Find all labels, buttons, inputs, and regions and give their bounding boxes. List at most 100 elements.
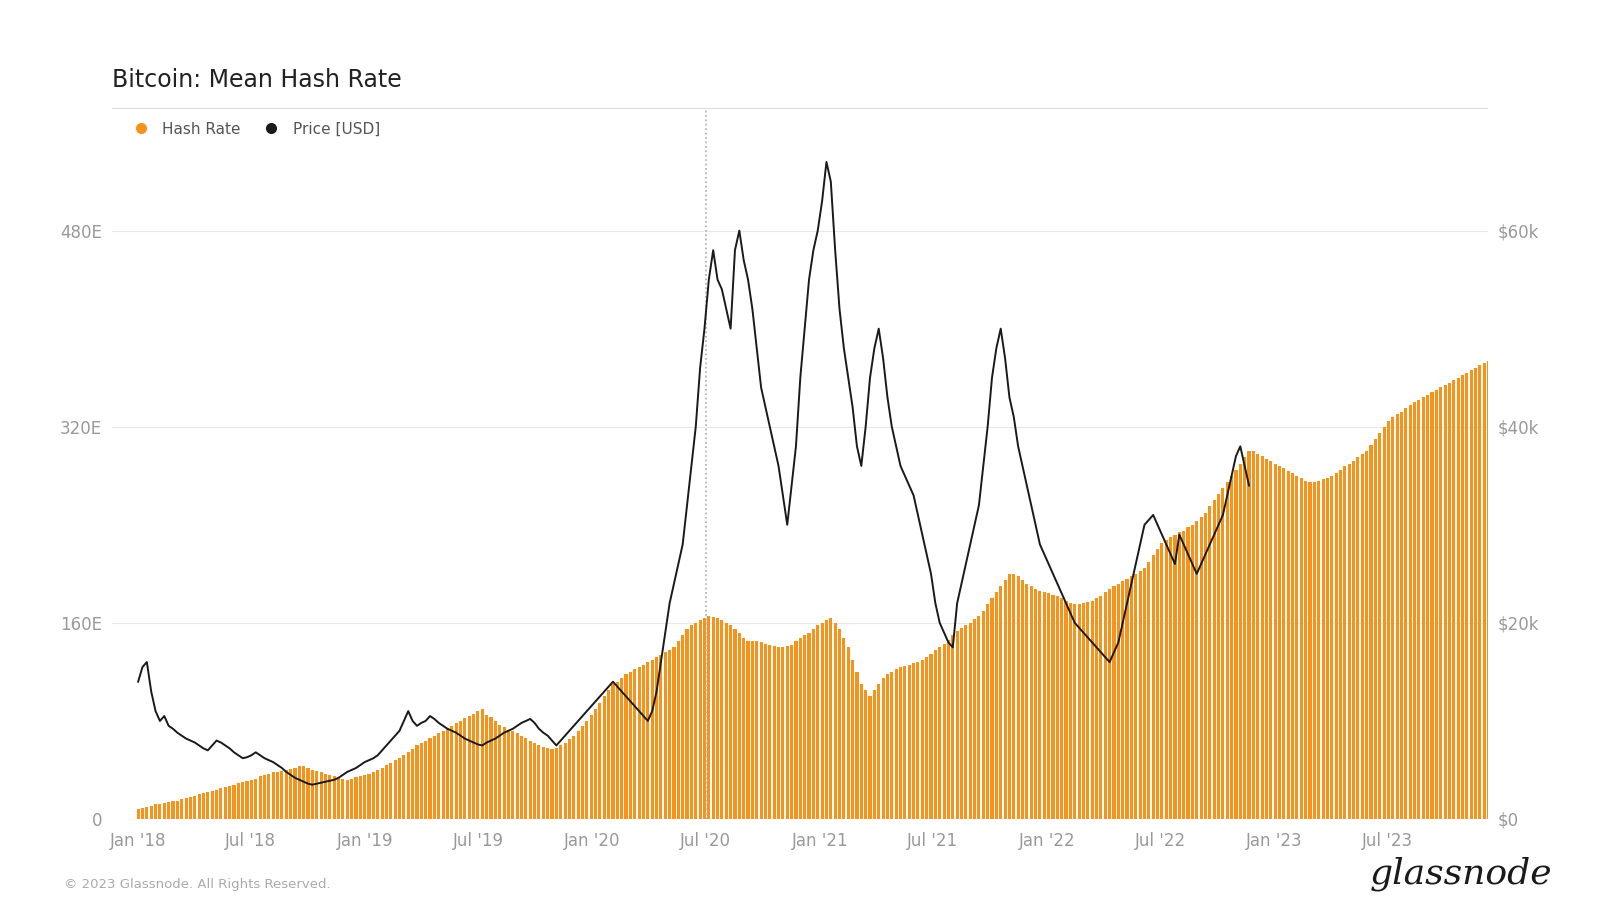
Bar [328,775,331,819]
Bar [781,647,784,819]
Bar [968,623,971,819]
Bar [624,674,627,819]
Bar [550,749,554,819]
Bar [590,715,592,819]
Bar [851,660,854,819]
Bar [965,626,968,819]
Bar [1282,468,1285,819]
Bar [298,766,301,819]
Bar [490,717,493,819]
Bar [1021,580,1024,819]
Bar [211,791,214,819]
Bar [171,801,174,819]
Bar [677,641,680,819]
Bar [507,730,510,819]
Bar [1466,373,1469,819]
Bar [1418,400,1421,819]
Bar [398,758,402,819]
Bar [232,785,235,819]
Bar [747,641,749,819]
Bar [411,749,414,819]
Bar [886,674,890,819]
Bar [1378,433,1381,819]
Bar [1456,378,1459,819]
Bar [1064,601,1067,819]
Bar [763,644,766,819]
Bar [150,806,152,819]
Bar [355,778,357,819]
Bar [315,771,318,819]
Bar [338,778,341,819]
Bar [1443,385,1446,819]
Bar [760,643,763,819]
Bar [790,645,794,819]
Bar [917,662,920,819]
Bar [1030,586,1032,819]
Bar [1274,464,1277,819]
Bar [773,646,776,819]
Bar [146,806,149,819]
Bar [1109,589,1110,819]
Bar [1165,539,1168,819]
Bar [699,620,702,819]
Bar [1038,591,1042,819]
Bar [350,778,354,819]
Bar [960,628,963,819]
Bar [998,586,1002,819]
Bar [333,776,336,819]
Bar [259,776,262,819]
Bar [1299,478,1302,819]
Bar [442,731,445,819]
Bar [1013,574,1016,819]
Bar [290,769,293,819]
Bar [899,667,902,819]
Bar [778,647,781,819]
Bar [1426,395,1429,819]
Bar [1234,470,1237,819]
Bar [272,772,275,819]
Bar [358,776,362,819]
Bar [725,623,728,819]
Bar [1061,598,1064,819]
Bar [707,616,710,819]
Bar [494,721,498,819]
Bar [1221,488,1224,819]
Bar [320,772,323,819]
Bar [394,760,397,819]
Bar [1182,531,1186,819]
Bar [1200,518,1203,819]
Bar [826,620,829,819]
Bar [1251,451,1254,819]
Bar [267,774,270,819]
Bar [672,647,675,819]
Bar [856,672,859,819]
Bar [869,697,872,819]
Bar [952,635,954,819]
Bar [197,795,200,819]
Bar [166,802,170,819]
Bar [1117,583,1120,819]
Bar [606,690,610,819]
Bar [1104,592,1107,819]
Bar [912,663,915,819]
Bar [1501,353,1504,819]
Bar [1486,361,1490,819]
Bar [1147,562,1150,819]
Bar [1517,344,1520,819]
Bar [568,739,571,819]
Bar [1043,592,1046,819]
Bar [1034,589,1037,819]
Bar [214,789,218,819]
Bar [237,783,240,819]
Text: Bitcoin: Mean Hash Rate: Bitcoin: Mean Hash Rate [112,68,402,92]
Bar [798,637,802,819]
Bar [598,703,602,819]
Bar [694,623,698,819]
Bar [1230,476,1234,819]
Bar [1344,466,1347,819]
Bar [877,684,880,819]
Bar [323,774,326,819]
Bar [1430,392,1434,819]
Bar [480,708,483,819]
Bar [1091,601,1094,819]
